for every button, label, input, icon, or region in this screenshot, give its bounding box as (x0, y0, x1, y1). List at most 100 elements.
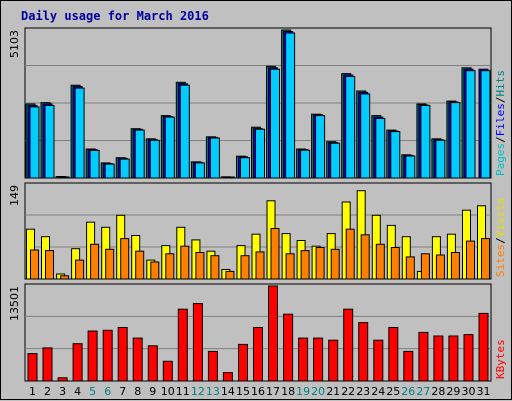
bar-pages-day-9 (149, 139, 160, 179)
bar-kbytes-day-10 (162, 360, 173, 382)
bar-sites-day-16 (255, 251, 265, 280)
x-tick-label: 12 (191, 385, 205, 398)
x-tick-label: 31 (477, 385, 491, 398)
x-tick-label: 2 (44, 385, 51, 398)
bar-kbytes-day-1 (27, 353, 38, 382)
bar-pages-day-30 (465, 70, 476, 179)
bar-kbytes-day-9 (147, 345, 158, 382)
bar-pages-day-15 (240, 157, 250, 179)
bar-pages-day-14 (224, 176, 235, 179)
bar-pages-day-7 (119, 158, 130, 179)
x-tick-label: 4 (74, 385, 81, 398)
bar-pages-day-12 (194, 162, 205, 179)
legend-visits: Visits (494, 198, 507, 238)
y-max-label: 149 (8, 185, 21, 206)
bar-sites-day-30 (466, 240, 475, 280)
legend-: / (494, 136, 507, 143)
legend-kbytes: KBytes (494, 339, 507, 379)
bar-kbytes-day-21 (328, 339, 339, 382)
bar-pages-day-8 (134, 129, 145, 179)
bar-sites-day-24 (375, 243, 385, 280)
x-tick-label: 8 (134, 385, 141, 398)
bar-sites-day-28 (435, 254, 445, 280)
bar-kbytes-day-29 (448, 335, 459, 382)
y-max-label: 5103 (8, 30, 21, 58)
x-tick-label: 10 (161, 385, 175, 398)
bar-sites-day-31 (481, 238, 490, 280)
panel-visits-sites: 149 Sites/Visits (8, 182, 507, 280)
x-tick-label: 20 (311, 385, 325, 398)
bar-pages-day-18 (285, 32, 296, 179)
bar-pages-day-17 (270, 68, 280, 179)
bar-kbytes-day-14 (222, 372, 233, 382)
bar-kbytes-day-11 (177, 308, 188, 382)
bar-sites-day-11 (180, 245, 190, 280)
bar-sites-day-2 (45, 250, 54, 280)
bar-pages-day-28 (435, 139, 446, 179)
bar-pages-day-19 (300, 149, 311, 179)
legend-pages: Pages (494, 143, 507, 176)
bar-kbytes-day-23 (358, 322, 369, 382)
bar-pages-day-25 (390, 131, 401, 179)
bar-pages-day-31 (480, 70, 491, 179)
bar-sites-day-8 (135, 250, 145, 280)
x-tick-label: 18 (281, 385, 295, 398)
bar-pages-day-26 (405, 155, 416, 179)
x-tick-label: 21 (326, 385, 340, 398)
bar-sites-day-6 (105, 248, 115, 280)
x-tick-label: 16 (251, 385, 265, 398)
x-tick-label: 19 (296, 385, 310, 398)
y-max-label: 13501 (8, 286, 21, 321)
series-legend: KBytes (494, 339, 507, 379)
bar-kbytes-day-31 (478, 312, 489, 382)
x-tick-label: 27 (416, 385, 430, 398)
bar-kbytes-day-30 (463, 334, 474, 382)
bar-kbytes-day-28 (433, 335, 444, 382)
legend-sites: Sites (494, 244, 507, 277)
bar-pages-day-13 (209, 137, 220, 179)
bar-pages-day-11 (179, 84, 190, 179)
series-legend: Pages/Files/Hits (494, 70, 507, 176)
bar-sites-day-14 (225, 270, 235, 280)
bar-pages-day-29 (450, 102, 461, 179)
x-tick-label: 14 (221, 385, 235, 398)
x-tick-label: 28 (431, 385, 445, 398)
bar-kbytes-day-26 (403, 350, 414, 382)
bar-sites-day-20 (315, 247, 325, 280)
x-tick-label: 25 (386, 385, 400, 398)
bar-sites-day-3 (60, 275, 70, 280)
bar-sites-day-29 (450, 252, 460, 280)
bar-sites-day-23 (360, 234, 370, 280)
x-tick-label: 30 (462, 385, 476, 398)
bar-sites-day-4 (75, 259, 85, 280)
bar-kbytes-day-25 (388, 327, 399, 382)
x-tick-label: 29 (446, 385, 460, 398)
bar-pages-day-3 (59, 176, 70, 179)
bar-kbytes-day-2 (42, 347, 53, 382)
bar-pages-day-16 (255, 128, 265, 179)
bar-pages-day-10 (164, 116, 175, 179)
bar-kbytes-day-27 (418, 331, 429, 382)
bar-kbytes-day-8 (132, 337, 143, 382)
legend-: / (494, 237, 507, 244)
bar-kbytes-day-20 (313, 337, 324, 382)
bar-sites-day-19 (300, 250, 310, 280)
bar-pages-day-4 (74, 87, 85, 179)
bar-pages-day-5 (89, 149, 100, 179)
bar-pages-day-23 (360, 93, 371, 179)
bar-pages-day-6 (104, 163, 115, 179)
series-legend: Sites/Visits (494, 198, 507, 278)
bar-pages-day-27 (420, 105, 431, 179)
bar-sites-day-25 (390, 247, 400, 280)
bar-sites-day-22 (345, 228, 355, 280)
bar-kbytes-day-5 (87, 330, 98, 382)
bar-sites-day-10 (165, 253, 175, 280)
bar-kbytes-day-22 (343, 308, 354, 382)
x-tick-label: 23 (356, 385, 370, 398)
bar-kbytes-day-4 (72, 343, 83, 382)
bar-kbytes-day-16 (253, 327, 263, 382)
x-tick-label: 22 (341, 385, 355, 398)
x-tick-label: 3 (59, 385, 66, 398)
bar-pages-day-2 (44, 105, 55, 179)
